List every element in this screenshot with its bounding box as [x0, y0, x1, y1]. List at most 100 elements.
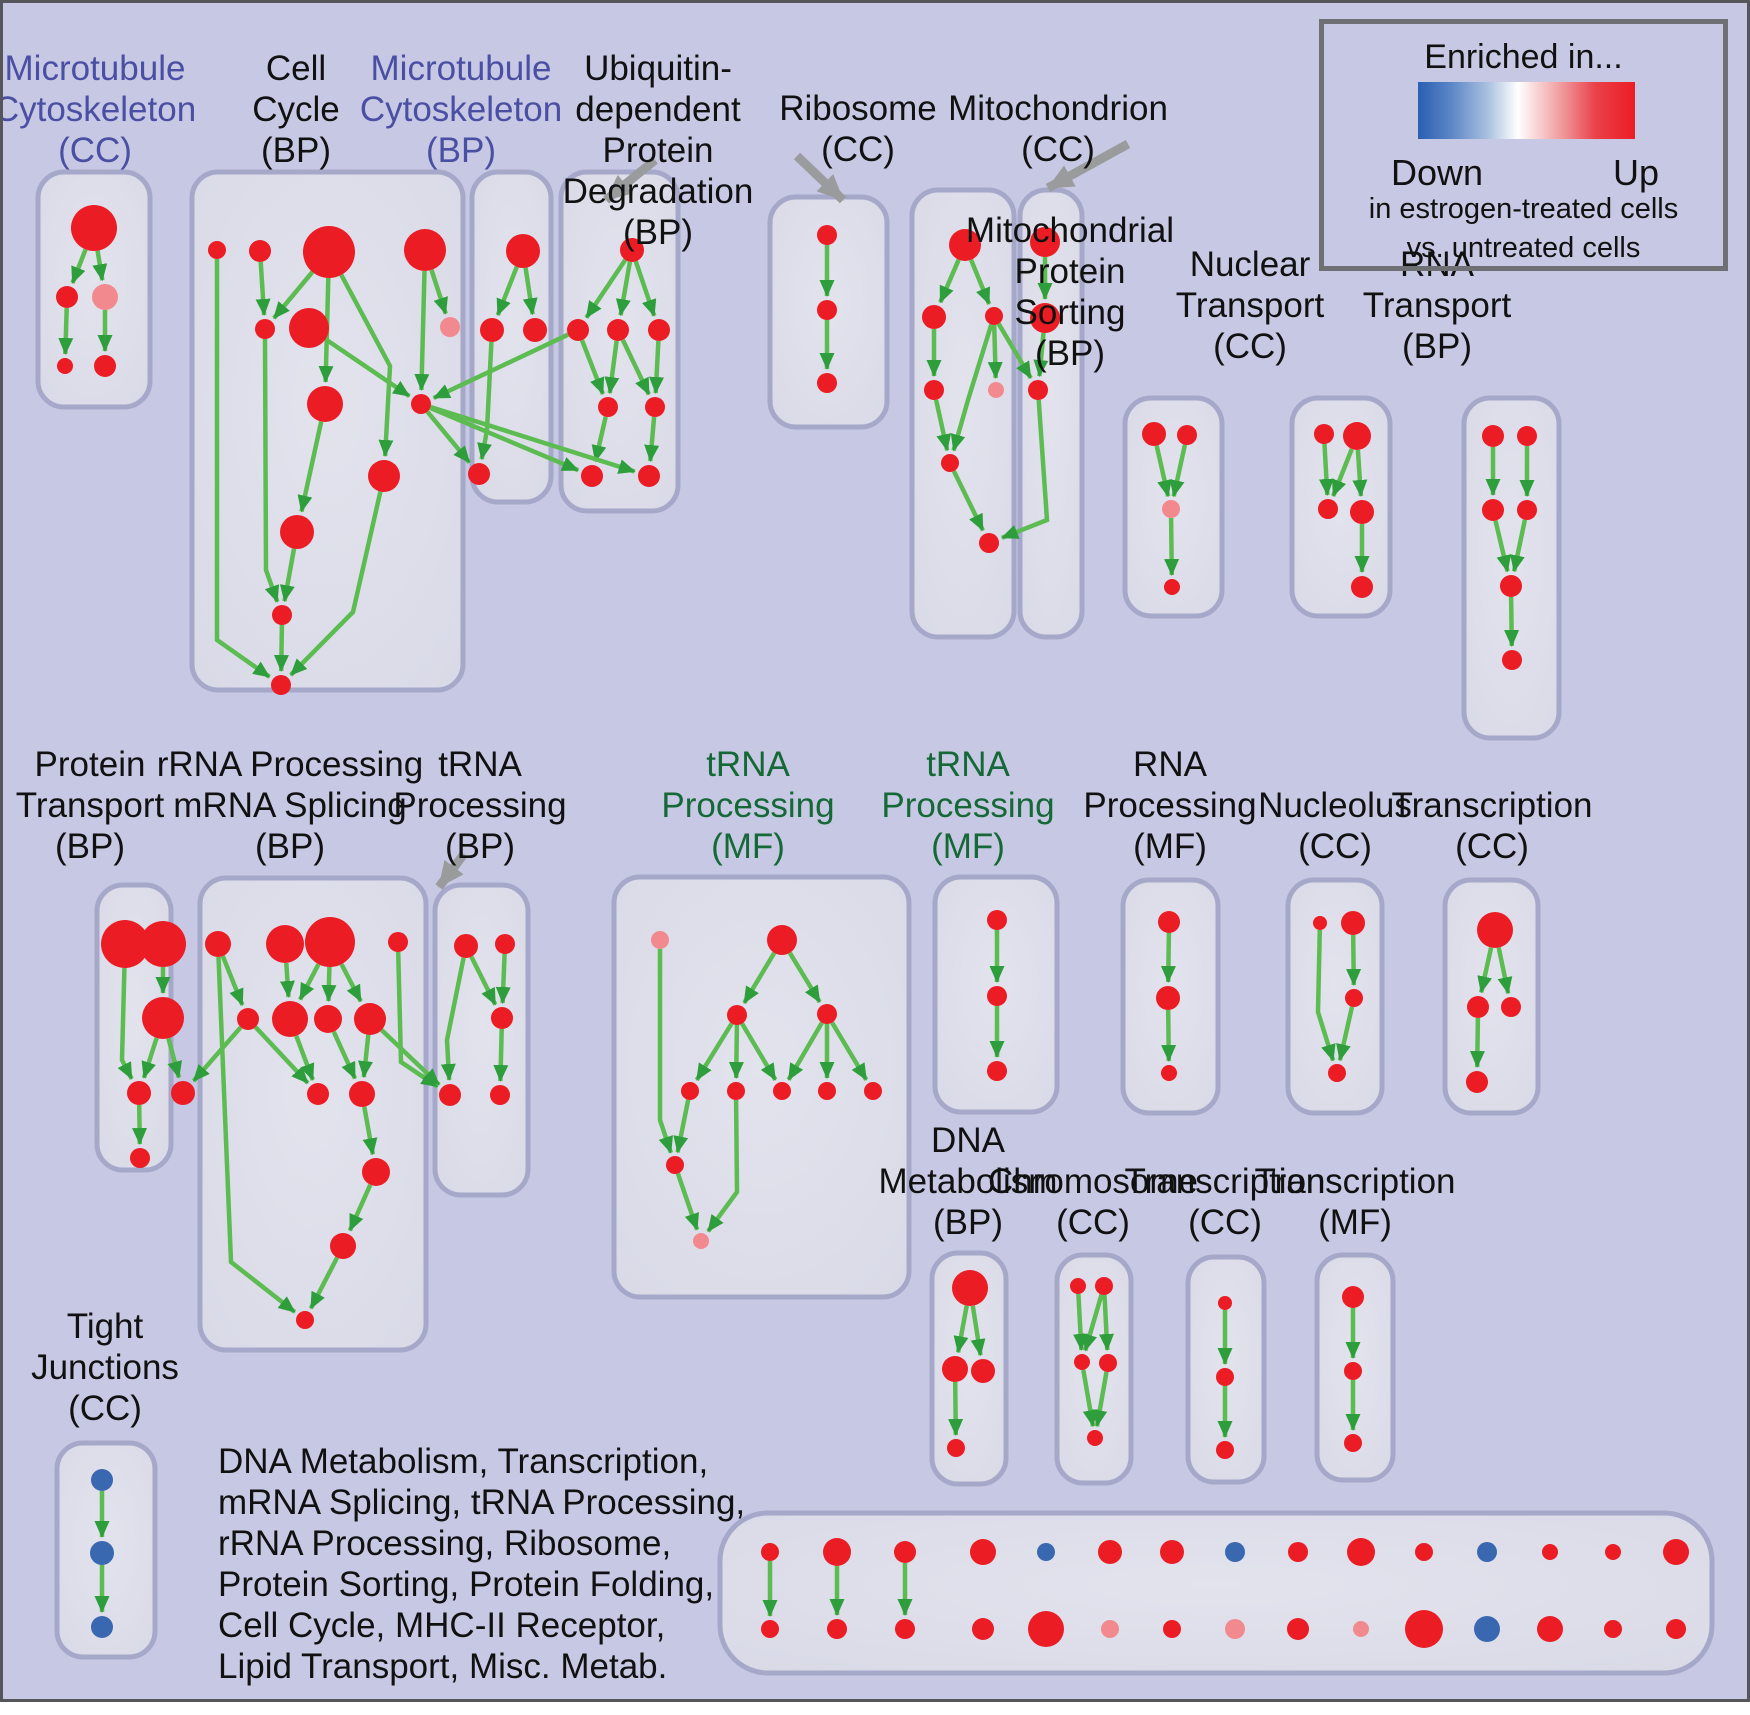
graph-edge	[324, 337, 411, 398]
graph-edge	[272, 270, 315, 320]
note-line: Cell Cycle, MHC-II Receptor,	[218, 1606, 666, 1645]
ribosome-node-t	[949, 229, 981, 261]
graph-edge	[166, 1037, 183, 1079]
misc-node-b1	[761, 1620, 779, 1638]
ubiquitin-arrow-left	[603, 156, 658, 204]
rna-transport-node-m1	[1482, 499, 1504, 521]
misc-node-t5	[1037, 1543, 1055, 1561]
rna-transport-label: (BP)	[1402, 327, 1472, 366]
ubiquitin-label: (BP)	[623, 213, 693, 252]
misc-node-b5	[1028, 1611, 1064, 1647]
transcription-mf-node-c	[1344, 1434, 1362, 1452]
nucleolus-node-b	[1328, 1064, 1346, 1082]
trna-bp-label: tRNA	[438, 745, 522, 784]
tight-junctions-label: (CC)	[68, 1389, 142, 1428]
graph-edge	[604, 340, 620, 395]
graph-edge	[1033, 332, 1049, 378]
cell-cycle-node-b	[249, 240, 271, 262]
cell-cycle-label: Cell	[266, 49, 326, 88]
misc-node-b7	[1163, 1620, 1181, 1638]
rna-processing-node-c	[1161, 1065, 1177, 1081]
note-line: DNA Metabolism, Transcription,	[218, 1442, 709, 1481]
graph-edge	[1082, 1293, 1104, 1352]
mitochondrion-node-m2	[1030, 303, 1060, 333]
mps-label: Sorting	[1015, 293, 1126, 332]
rrna-mrna-node-r2	[266, 925, 304, 963]
trna-mf-a-label: Processing	[661, 786, 834, 825]
graph-edge	[673, 1099, 691, 1154]
graph-edge	[216, 956, 297, 1314]
graph-edge	[1161, 1009, 1177, 1062]
protein-transport-node-s1	[127, 1081, 151, 1105]
graph-edge	[933, 399, 952, 452]
rna-transport-node-t1	[1482, 425, 1504, 447]
ubiquitin-arrow-right	[793, 152, 847, 204]
mt-cc-label: Microtubule	[5, 49, 186, 88]
trna-mf-a-node-f3	[773, 1082, 791, 1100]
rrna-mrna-node-q1	[237, 1008, 259, 1030]
trna-mf-b-node-c	[987, 1061, 1007, 1081]
ribosome-node-r	[985, 307, 1003, 325]
misc-node-t8	[1225, 1542, 1245, 1562]
trna-mf-a-node-m1	[727, 1005, 747, 1025]
legend-box: Enriched in... Down Up in estrogen-treat…	[1319, 19, 1728, 271]
ubiquitin-label: Degradation	[563, 172, 754, 211]
ribosome-node-ml	[941, 454, 959, 472]
rrna-mrna-node-q3	[314, 1005, 342, 1033]
graph-edge	[1098, 1294, 1114, 1351]
ubiquitin-node-t	[620, 238, 644, 262]
graph-edge	[308, 1256, 340, 1310]
ubiquitin-node-r2c	[648, 319, 670, 341]
transcription-cc-b-node-b	[1216, 1368, 1234, 1386]
misc-node-t2	[823, 1538, 851, 1566]
trna-bp-node-br	[490, 1085, 510, 1105]
misc-node-t1	[761, 1543, 779, 1561]
rna-transport-node-m2	[1517, 500, 1537, 520]
trna-mf-a-node-m2	[817, 1004, 837, 1024]
transcription-cc-a-label: (CC)	[1455, 827, 1529, 866]
graph-edge	[742, 951, 777, 1005]
trna-mf-a-node-pk2	[693, 1233, 709, 1249]
ubiquitin-node-r3b	[645, 397, 665, 417]
graph-edge	[938, 258, 961, 304]
graph-edge	[620, 338, 651, 396]
graph-edge	[58, 307, 74, 355]
graph-edge	[132, 1104, 148, 1145]
graph-edge	[1493, 520, 1512, 573]
protein-transport-label: Transport	[16, 786, 165, 825]
graph-edge	[1510, 519, 1528, 573]
bottom-margin	[0, 1702, 1750, 1715]
trna-mf-a-node-f5	[864, 1082, 882, 1100]
rna-transport-box	[1461, 395, 1562, 741]
ubiquitin-node-v3	[817, 373, 837, 393]
transcription-cc-a-box	[1442, 877, 1541, 1116]
ribosome-node-b	[979, 533, 999, 553]
note-line: Protein Sorting, Protein Folding,	[218, 1565, 715, 1604]
dna-metabolism-label: DNA	[931, 1121, 1006, 1160]
cell-cycle-node-f	[289, 308, 329, 348]
misc-node-b14	[1604, 1620, 1622, 1638]
trna-bp-node-m	[491, 1007, 513, 1029]
nuclear-transport-label: (CC)	[1213, 327, 1287, 366]
trna-mf-b-node-a	[987, 910, 1007, 930]
graph-edge	[787, 951, 822, 1004]
ubiquitin-node-r4b	[638, 465, 660, 487]
trna-bp-arrow	[435, 851, 468, 890]
trna-bp-node-bl	[439, 1084, 461, 1106]
graph-edge	[579, 339, 605, 395]
graph-edge	[380, 1028, 441, 1087]
protein-transport-node-s2	[171, 1081, 195, 1105]
rna-transport-label: RNA	[1400, 245, 1475, 284]
protein-transport-node-b3	[142, 997, 184, 1039]
graph-edge	[1160, 932, 1176, 983]
graph-edge	[953, 1305, 969, 1354]
graph-edge	[297, 421, 324, 513]
mps-label: (BP)	[1035, 334, 1105, 373]
misc-node-t15	[1663, 1539, 1689, 1565]
mt-bp-node-mr	[523, 318, 547, 342]
misc-clusters-note: DNA Metabolism, Transcription, mRNA Spli…	[218, 1441, 745, 1687]
trna-bp-label: (BP)	[445, 827, 515, 866]
mt-bp-node-ml	[480, 318, 504, 342]
graph-edge	[191, 1025, 243, 1083]
nucleolus-node-tl	[1313, 916, 1327, 930]
